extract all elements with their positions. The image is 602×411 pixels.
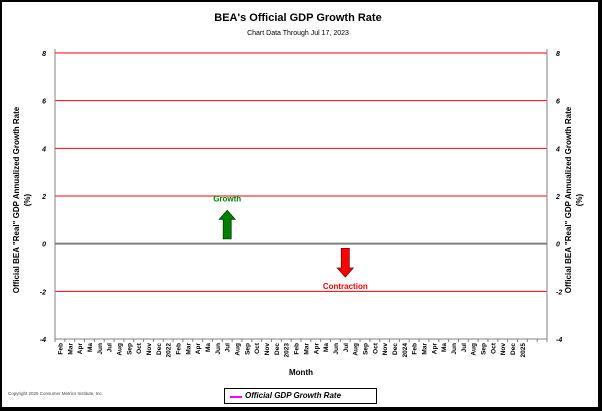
x-tick-label: Dec <box>274 343 281 355</box>
x-tick-label: Sep <box>244 343 251 355</box>
x-axis-label: Month <box>289 368 313 377</box>
x-tick-label: Jul <box>343 343 350 353</box>
x-tick-label: Ma <box>87 343 94 352</box>
x-tick-label: Oct <box>254 342 261 354</box>
x-tick-label: Ma <box>441 343 448 352</box>
x-tick-label: Dec <box>510 343 517 355</box>
x-tick-label: Mar <box>185 343 192 355</box>
x-tick-label: Dec <box>392 343 399 355</box>
x-tick-label: Oct <box>136 342 143 354</box>
x-tick-label: Jun <box>451 343 458 355</box>
x-tick-label: 2024 <box>402 343 409 358</box>
growth-annotation: Growth <box>213 194 241 203</box>
x-tick-label: Feb <box>294 343 301 355</box>
chart-title: BEA's Official GDP Growth Rate <box>214 12 382 24</box>
y-tick-left-6: 6 <box>42 99 46 106</box>
x-tick-label: Sep <box>126 343 133 355</box>
x-tick-label: Oct <box>490 342 497 354</box>
x-tick-label: Apr <box>195 343 202 355</box>
y-tick-right-4: 4 <box>555 146 560 153</box>
x-tick-label: Nov <box>146 343 153 356</box>
x-tick-label: Sep <box>481 343 488 355</box>
legend-label: Official GDP Growth Rate <box>245 391 342 400</box>
y-tick-left-0: 0 <box>42 242 46 249</box>
contraction-annotation: Contraction <box>323 282 368 291</box>
y-tick-left-4: 4 <box>41 146 46 153</box>
x-tick-label: Feb <box>412 343 419 355</box>
x-tick-label: Jul <box>461 343 468 353</box>
x-tick-label: Nov <box>264 343 271 356</box>
copyright-text: Copyright 2025 Consumer Metrics Institut… <box>8 391 104 396</box>
x-tick-label: Apr <box>431 343 438 355</box>
y-tick-left-8: 8 <box>42 51 46 58</box>
x-tick-label: Sep <box>362 343 369 355</box>
x-tick-label: Feb <box>176 343 183 355</box>
x-tick-label: 2022 <box>166 343 173 358</box>
y-tick-right-6: 6 <box>556 99 560 106</box>
chart-subtitle: Chart Data Through Jul 17, 2023 <box>247 30 349 37</box>
y-tick-left-2: 2 <box>41 194 46 201</box>
y-tick-right--2: -2 <box>556 289 562 296</box>
x-tick-label: 2025 <box>520 343 527 358</box>
x-tick-label: 2023 <box>284 343 291 358</box>
y-tick-right-8: 8 <box>556 51 560 58</box>
x-tick-label: Feb <box>57 343 64 355</box>
x-tick-label: Aug <box>353 343 360 356</box>
x-tick-label: Nov <box>382 343 389 356</box>
contraction-arrow-icon <box>336 248 355 278</box>
y-tick-right--4: -4 <box>556 337 562 344</box>
x-tick-label: Apr <box>313 343 320 355</box>
x-tick-label: Nov <box>500 343 507 356</box>
x-tick-label: Dec <box>156 343 163 355</box>
x-tick-label: Mar <box>422 343 429 355</box>
x-tick-label: Jun <box>97 343 104 355</box>
x-tick-label: Apr <box>77 343 84 355</box>
y-tick-right-0: 0 <box>556 242 560 249</box>
x-tick-label: Aug <box>116 343 123 356</box>
x-tick-label: Aug <box>471 343 478 356</box>
x-tick-label: Ma <box>323 343 330 352</box>
x-tick-label: Mar <box>67 343 74 355</box>
x-tick-label: Jul <box>225 343 232 353</box>
growth-arrow-icon <box>218 209 237 240</box>
legend: Official GDP Growth Rate <box>224 388 377 404</box>
y-tick-left--4: -4 <box>40 337 46 344</box>
y-tick-right-2: 2 <box>555 194 560 201</box>
x-tick-label: Mar <box>303 343 310 355</box>
legend-swatch <box>230 396 242 398</box>
x-tick-label: Jul <box>107 343 114 353</box>
x-tick-label: Oct <box>372 342 379 354</box>
x-tick-label: Ma <box>205 343 212 352</box>
x-tick-label: Aug <box>235 343 242 356</box>
x-tick-label: Jun <box>333 343 340 355</box>
x-tick-label: Jun <box>215 343 222 355</box>
y-tick-left--2: -2 <box>40 289 46 296</box>
